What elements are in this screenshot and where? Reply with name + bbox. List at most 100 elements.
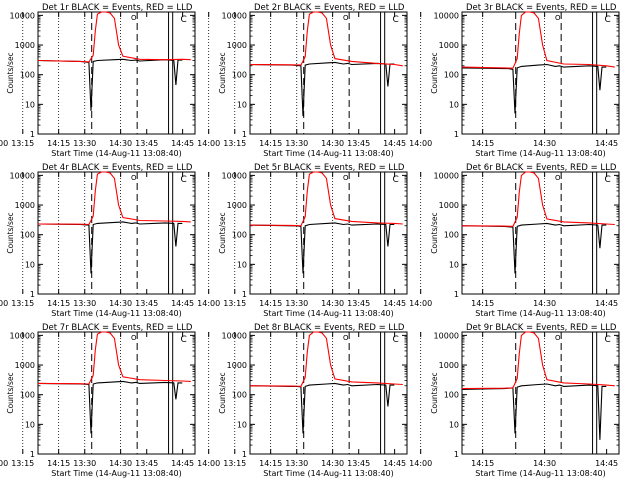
y-tick-label: 1000 bbox=[439, 361, 459, 370]
y-tick-label: 1 bbox=[30, 290, 35, 299]
panel-1: Det 1r BLACK = Events, RED = LLD 1 10 100 10… bbox=[0, 3, 196, 158]
x-tick-label: 13:45 bbox=[347, 459, 370, 468]
panel-title: Det 8r BLACK = Events, RED = LLD bbox=[254, 323, 405, 333]
series-lld bbox=[249, 331, 403, 387]
marker-letter: O bbox=[555, 14, 561, 22]
y-axis-label: Counts/sec bbox=[218, 52, 227, 93]
x-tick-label: 14:15 bbox=[259, 139, 282, 148]
series-lld bbox=[37, 171, 191, 226]
marker-letter: O bbox=[131, 14, 137, 22]
y-tick-label: 10 bbox=[449, 420, 459, 429]
series-events bbox=[37, 221, 183, 274]
x-tick-label: 14:45 bbox=[171, 139, 194, 148]
panel-7: Det 7r BLACK = Events, RED = LLD 1 10 100 10… bbox=[0, 323, 196, 478]
x-tick-label: 13:30 bbox=[73, 139, 96, 148]
x-tick-label: 14:15 bbox=[471, 139, 494, 148]
y-tick-label: 100 bbox=[20, 391, 35, 400]
x-tick-label: 14:45 bbox=[383, 299, 406, 308]
y-tick-label: 1 bbox=[242, 290, 247, 299]
x-axis-label: Start Time (14-Aug-11 13:08:40) bbox=[51, 309, 182, 318]
x-tick-label: 14:15 bbox=[471, 459, 494, 468]
x-tick-label: 13:45 bbox=[135, 299, 158, 308]
x-axis-label: Start Time (14-Aug-11 13:08:40) bbox=[475, 469, 606, 478]
x-tick-label: 14:30 bbox=[109, 299, 132, 308]
plot-frame bbox=[249, 331, 408, 455]
panel-title: Det 3r BLACK = Events, RED = LLD bbox=[466, 3, 617, 13]
x-tick-label: 14:45 bbox=[171, 459, 194, 468]
y-tick-label: 10000 bbox=[434, 331, 459, 340]
x-tick-label: 14:00 bbox=[197, 299, 220, 308]
y-tick-label: 10 bbox=[237, 260, 247, 269]
x-tick-label: 14:45 bbox=[383, 139, 406, 148]
series-events bbox=[249, 382, 395, 434]
x-tick-label: 14:30 bbox=[321, 299, 344, 308]
panel-title: Det 7r BLACK = Events, RED = LLD bbox=[42, 323, 193, 333]
x-tick-label: 14:00 bbox=[0, 139, 8, 148]
panel-title: Det 2r BLACK = Events, RED = LLD bbox=[254, 3, 405, 13]
panel-title: Det 5r BLACK = Events, RED = LLD bbox=[254, 163, 405, 173]
y-tick-label: 100 bbox=[20, 231, 35, 240]
y-tick-label: 10000 bbox=[434, 11, 459, 20]
x-tick-label: 14:45 bbox=[595, 299, 618, 308]
marker-letter: O bbox=[131, 334, 137, 342]
x-tick-label: 14:15 bbox=[47, 459, 70, 468]
panel-title: Det 4r BLACK = Events, RED = LLD bbox=[42, 163, 193, 173]
y-tick-label: 100 bbox=[20, 71, 35, 80]
series-events bbox=[249, 222, 395, 274]
series-lld bbox=[461, 331, 615, 390]
marker-letter: C bbox=[181, 15, 187, 25]
y-tick-label: 100 bbox=[444, 391, 459, 400]
x-tick-label: 13:45 bbox=[135, 139, 158, 148]
panel-2: Det 2r BLACK = Events, RED = LLD 1 10 100 10… bbox=[11, 3, 408, 158]
series-events bbox=[461, 63, 607, 114]
marker-letter: C bbox=[605, 335, 611, 345]
x-tick-label: 14:30 bbox=[321, 459, 344, 468]
x-tick-label: 14:45 bbox=[595, 459, 618, 468]
y-tick-label: 10 bbox=[25, 420, 35, 429]
y-axis-label: Counts/sec bbox=[430, 372, 439, 413]
marker-letter: C bbox=[393, 175, 399, 185]
x-tick-label: 14:15 bbox=[471, 299, 494, 308]
x-tick-label: 13:30 bbox=[73, 299, 96, 308]
y-tick-label: 10 bbox=[25, 100, 35, 109]
x-tick-label: 14:00 bbox=[197, 139, 220, 148]
panel-9: Det 9r BLACK = Events, RED = LLD 1 10 100 10… bbox=[223, 323, 620, 478]
x-tick-label: 14:30 bbox=[109, 139, 132, 148]
marker-letter: C bbox=[181, 175, 187, 185]
plot-frame bbox=[249, 11, 408, 135]
x-axis-label: Start Time (14-Aug-11 13:08:40) bbox=[263, 469, 394, 478]
series-lld bbox=[249, 171, 403, 227]
plot-frame bbox=[249, 171, 408, 295]
plot-frame bbox=[461, 331, 620, 455]
panel-6: Det 6r BLACK = Events, RED = LLD 1 10 100 10… bbox=[223, 163, 620, 318]
x-axis-label: Start Time (14-Aug-11 13:08:40) bbox=[51, 149, 182, 158]
x-tick-label: 14:00 bbox=[0, 459, 8, 468]
y-tick-label: 10 bbox=[237, 100, 247, 109]
y-tick-label: 1 bbox=[30, 130, 35, 139]
y-tick-label: 1 bbox=[454, 130, 459, 139]
x-axis-label: Start Time (14-Aug-11 13:08:40) bbox=[263, 309, 394, 318]
panel-4: Det 4r BLACK = Events, RED = LLD 1 10 100 10… bbox=[0, 163, 196, 318]
series-lld bbox=[37, 331, 191, 385]
x-tick-label: 14:15 bbox=[47, 139, 70, 148]
x-tick-label: 13:15 bbox=[223, 459, 246, 468]
y-tick-label: 1000 bbox=[439, 201, 459, 210]
marker-letter: O bbox=[131, 174, 137, 182]
y-tick-label: 1 bbox=[242, 450, 247, 459]
x-tick-label: 13:30 bbox=[285, 139, 308, 148]
series-events bbox=[461, 222, 607, 274]
y-tick-label: 1000 bbox=[227, 201, 247, 210]
marker-letter: C bbox=[393, 15, 399, 25]
marker-letter: O bbox=[343, 334, 349, 342]
panel-3: Det 3r BLACK = Events, RED = LLD 1 10 100 10… bbox=[223, 3, 620, 158]
y-axis-label: Counts/sec bbox=[430, 52, 439, 93]
series-events bbox=[37, 380, 183, 434]
marker-letter: O bbox=[343, 14, 349, 22]
marker-letter: C bbox=[605, 175, 611, 185]
x-tick-label: 13:15 bbox=[11, 459, 34, 468]
y-tick-label: 10 bbox=[237, 420, 247, 429]
y-tick-label: 1 bbox=[454, 290, 459, 299]
y-tick-label: 100 bbox=[232, 231, 247, 240]
y-tick-label: 100 bbox=[444, 71, 459, 80]
